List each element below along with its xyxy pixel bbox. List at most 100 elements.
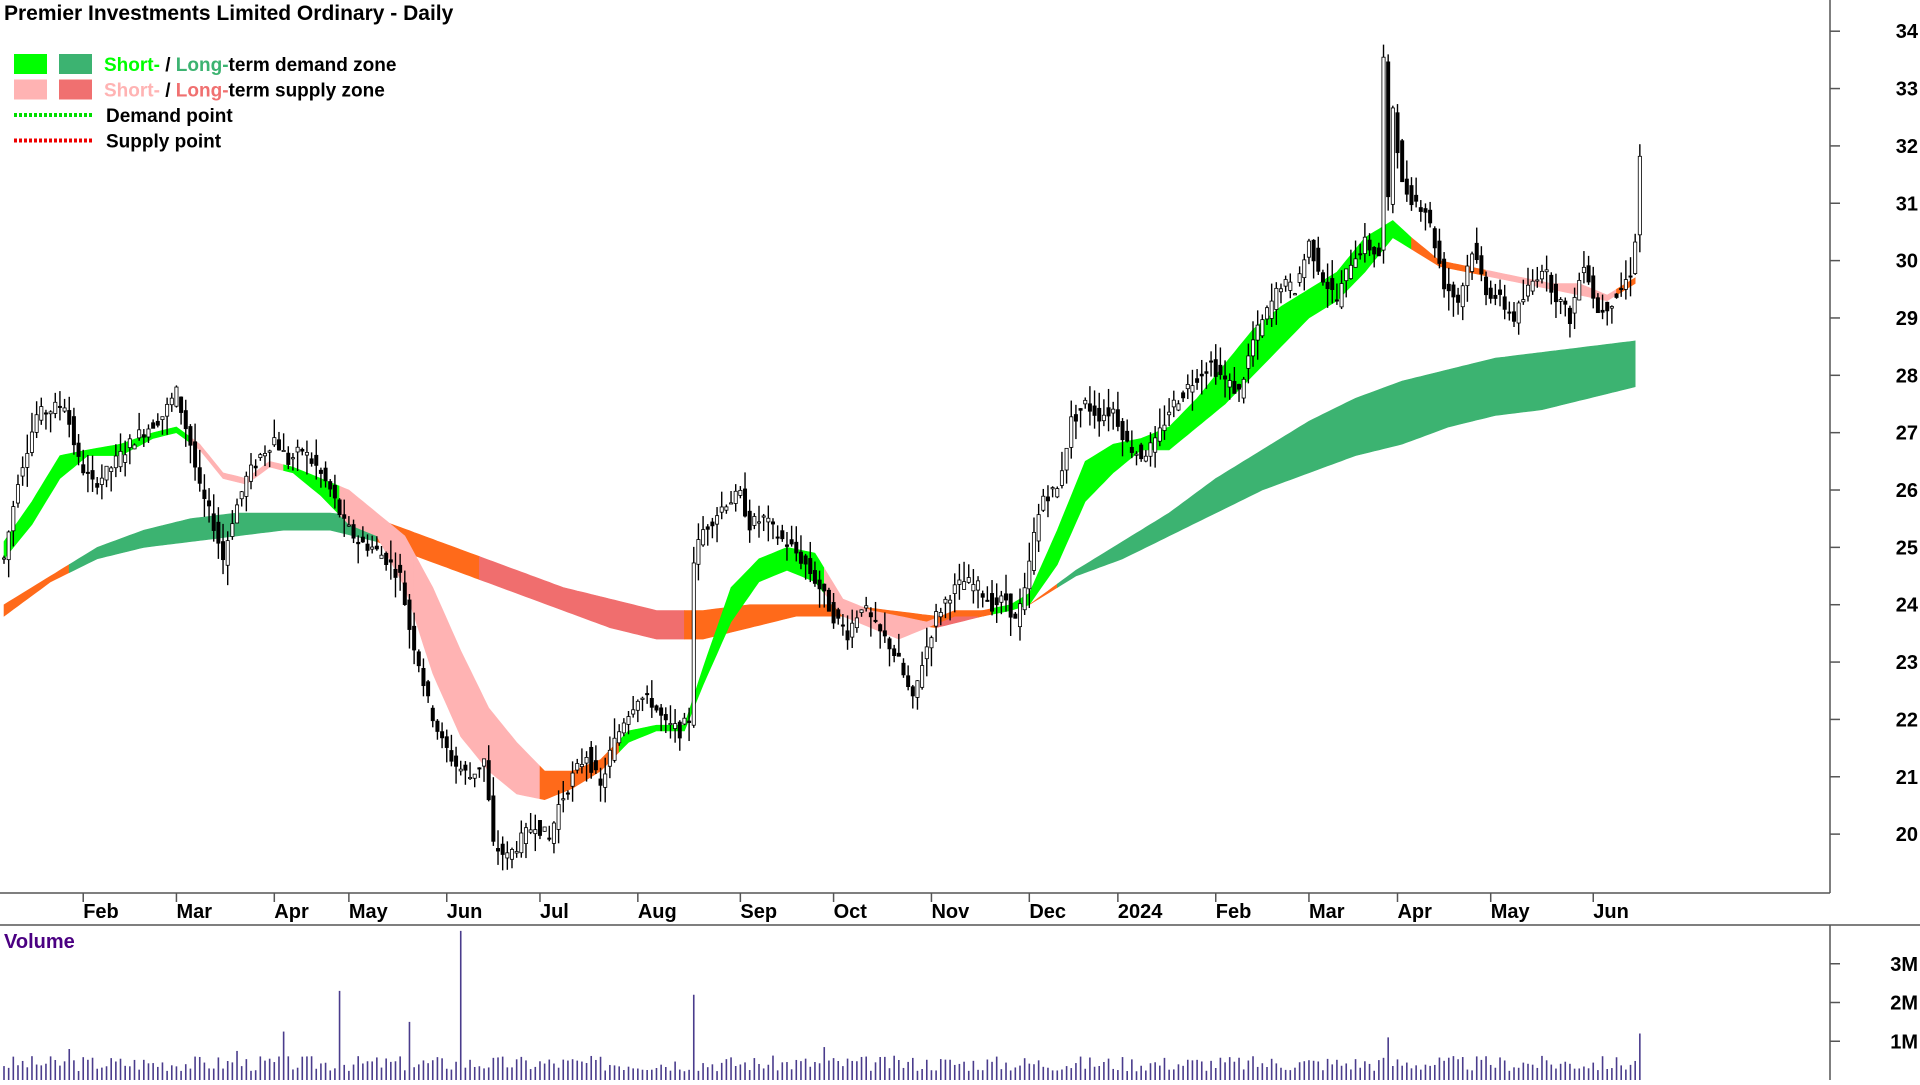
candle <box>1204 362 1209 389</box>
candle <box>1344 268 1349 298</box>
volume-tick-label: 1M <box>1890 1031 1918 1053</box>
candle <box>1302 253 1307 291</box>
candle <box>239 491 244 507</box>
time-tick-label: Apr <box>1397 901 1432 923</box>
candle <box>304 440 309 475</box>
candle <box>691 546 696 728</box>
candle <box>1507 301 1512 321</box>
candle <box>724 504 729 514</box>
candle <box>631 695 636 718</box>
candle <box>612 718 617 763</box>
candle <box>1470 251 1475 280</box>
price-tick-label: 20 <box>1896 824 1918 846</box>
candle <box>1227 373 1232 400</box>
candle <box>957 563 962 600</box>
candle <box>1348 249 1353 280</box>
candle <box>943 596 948 619</box>
candle <box>1106 388 1111 432</box>
candle <box>808 541 813 583</box>
candle <box>938 607 943 626</box>
candle <box>137 412 142 441</box>
candle <box>39 397 44 425</box>
candle <box>155 413 160 428</box>
candle <box>412 612 417 665</box>
candle <box>1022 572 1027 615</box>
candle <box>1493 283 1498 306</box>
time-tick-label: 2024 <box>1118 901 1163 923</box>
candle <box>1400 138 1405 183</box>
candle <box>1055 486 1060 499</box>
candle <box>309 452 314 467</box>
candle <box>1064 447 1069 484</box>
candle <box>761 513 766 532</box>
candle <box>1320 269 1325 286</box>
candle <box>113 444 118 478</box>
candle <box>1521 279 1526 305</box>
candle <box>258 452 263 461</box>
legend-item: Supply point <box>14 132 222 153</box>
price-axis-ticks: 20 21 22 23 24 25 26 27 28 29 30 31 32 33 34 <box>1830 21 1919 846</box>
price-tick-label: 25 <box>1896 537 1918 559</box>
time-tick-label: Oct <box>834 901 868 923</box>
candle <box>1143 449 1148 463</box>
candle <box>440 722 445 749</box>
candle <box>1488 280 1493 304</box>
candle <box>379 545 384 559</box>
candle <box>1395 104 1400 169</box>
candle <box>1059 451 1064 489</box>
candle <box>132 443 137 450</box>
candle <box>892 644 897 663</box>
candle <box>1255 310 1260 360</box>
candle <box>221 523 226 575</box>
time-tick-label: Aug <box>638 901 677 923</box>
candle <box>360 526 365 543</box>
candle <box>1404 160 1409 202</box>
candle <box>48 410 53 433</box>
candle <box>491 777 496 846</box>
legend-item: Short- / Long-term demand zone <box>14 54 396 76</box>
time-tick-label: Jun <box>447 901 483 923</box>
candle <box>1181 390 1186 402</box>
candle <box>701 516 706 547</box>
candle <box>994 583 999 623</box>
candle <box>1139 442 1144 462</box>
candle <box>1292 292 1297 296</box>
price-candles <box>2 44 1642 871</box>
candle <box>1218 347 1223 380</box>
candle <box>770 518 775 540</box>
candle <box>593 745 598 775</box>
candle <box>1120 418 1125 457</box>
candle <box>95 476 100 495</box>
candle <box>934 603 939 642</box>
candle <box>295 439 300 471</box>
price-tick-label: 28 <box>1896 365 1918 387</box>
candle <box>230 510 235 540</box>
candle <box>53 392 58 419</box>
candle <box>537 820 542 840</box>
candle <box>1269 283 1274 327</box>
candle <box>1539 264 1544 284</box>
candle <box>20 456 25 486</box>
candle <box>873 601 878 624</box>
candle <box>738 486 743 499</box>
candle <box>286 446 291 470</box>
candle <box>1195 369 1200 390</box>
candle <box>1442 252 1447 298</box>
candle <box>62 398 67 413</box>
candle <box>971 569 976 604</box>
candle <box>1190 369 1195 411</box>
candle <box>1008 593 1013 636</box>
candle <box>458 760 463 776</box>
candle <box>1045 485 1050 518</box>
candle <box>169 392 174 412</box>
candle <box>868 607 873 637</box>
candle <box>924 627 929 677</box>
candle <box>514 841 519 858</box>
price-tick-label: 24 <box>1896 595 1919 617</box>
candle <box>500 836 505 871</box>
candle <box>477 767 482 778</box>
candle <box>743 472 748 518</box>
candle <box>1069 400 1074 459</box>
candle <box>1339 270 1344 310</box>
